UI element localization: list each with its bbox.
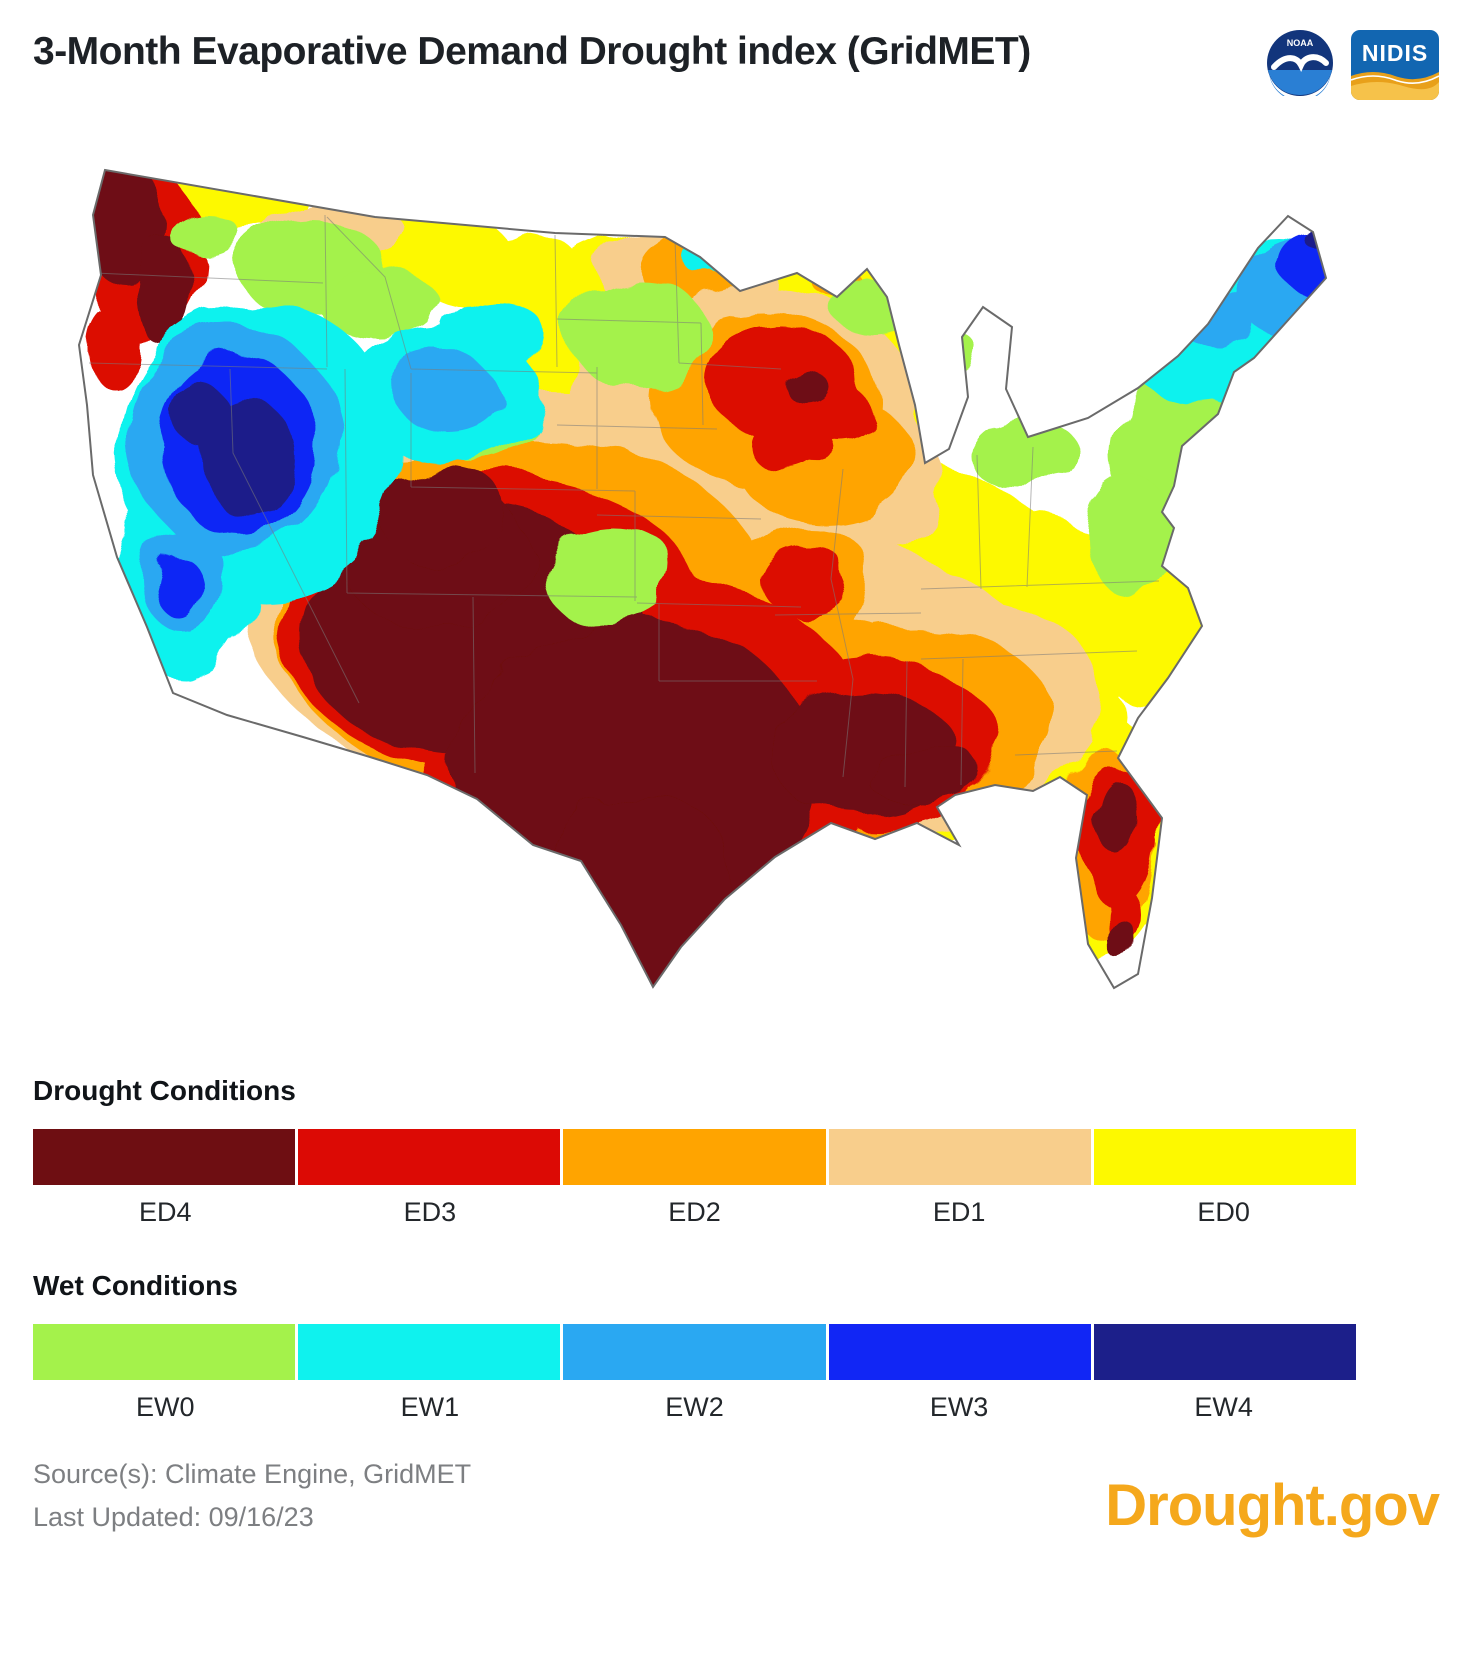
legend-swatch-ed4: [33, 1129, 296, 1185]
last-updated-text: Last Updated: 09/16/23: [33, 1502, 314, 1533]
noaa-logo[interactable]: NOAA: [1267, 30, 1333, 96]
legend-swatch-ed2: [563, 1129, 826, 1185]
nidis-waves-icon: [1351, 72, 1439, 100]
ew4-regions: [175, 225, 1326, 515]
legend-wet-labels: EW0 EW1 EW2 EW3 EW4: [33, 1392, 1356, 1423]
legend-drought-bar: [33, 1129, 1357, 1185]
index-blobs: [79, 170, 1326, 988]
drought-gov-wordmark[interactable]: Drought.gov: [1105, 1473, 1440, 1539]
legend-label-ed2: ED2: [668, 1197, 721, 1227]
legend-wet-bar: [33, 1324, 1357, 1380]
legend-swatch-ed0: [1093, 1129, 1357, 1185]
legend-swatch-ew1: [298, 1324, 561, 1380]
logo-group: NOAA NIDIS: [1267, 30, 1439, 100]
nidis-logo-text: NIDIS: [1362, 40, 1428, 66]
header: 3-Month Evaporative Demand Drought index…: [0, 0, 1472, 100]
page-title: 3-Month Evaporative Demand Drought index…: [33, 30, 1031, 73]
legend-swatch-ew2: [563, 1324, 826, 1380]
legend-label-ew3: EW3: [929, 1392, 989, 1422]
legend-swatch-ed1: [828, 1129, 1091, 1185]
us-drought-map: [75, 155, 1345, 1005]
legend-label-ew1: EW1: [400, 1392, 460, 1422]
legend-wet: Wet Conditions EW0 EW1 EW2 EW3 EW4: [0, 1270, 1472, 1423]
legend-swatch-ew4: [1093, 1324, 1357, 1380]
legend-swatch-ed3: [298, 1129, 561, 1185]
legend-swatch-ew3: [828, 1324, 1091, 1380]
legend-wet-heading: Wet Conditions: [33, 1270, 238, 1301]
noaa-bird-icon: [1271, 54, 1329, 73]
noaa-logo-text: NOAA: [1287, 38, 1314, 48]
state-borders: [88, 214, 1160, 788]
nidis-logo[interactable]: NIDIS: [1351, 30, 1439, 100]
legend-swatch-ew0: [33, 1324, 296, 1380]
legend-label-ed1: ED1: [932, 1197, 986, 1227]
source-block: Source(s): Climate Engine, GridMET Last …: [33, 1453, 471, 1539]
us-map-svg: [77, 168, 1328, 990]
legend-drought: Drought Conditions ED4 ED3 ED2 ED1 ED0: [0, 1075, 1472, 1228]
footer: Source(s): Climate Engine, GridMET Last …: [0, 1423, 1472, 1539]
legend-label-ed3: ED3: [403, 1197, 457, 1227]
legend-drought-labels: ED4 ED3 ED2 ED1 ED0: [33, 1197, 1356, 1228]
legend-label-ed4: ED4: [139, 1197, 192, 1227]
us-outline: [77, 168, 1328, 990]
source-text: Source(s): Climate Engine, GridMET: [33, 1459, 472, 1489]
legend-drought-heading: Drought Conditions: [33, 1075, 296, 1106]
legend-label-ew4: EW4: [1194, 1392, 1253, 1422]
legend-label-ed0: ED0: [1197, 1197, 1250, 1227]
legend-label-ew2: EW2: [665, 1392, 724, 1422]
legend-label-ew0: EW0: [136, 1392, 195, 1422]
